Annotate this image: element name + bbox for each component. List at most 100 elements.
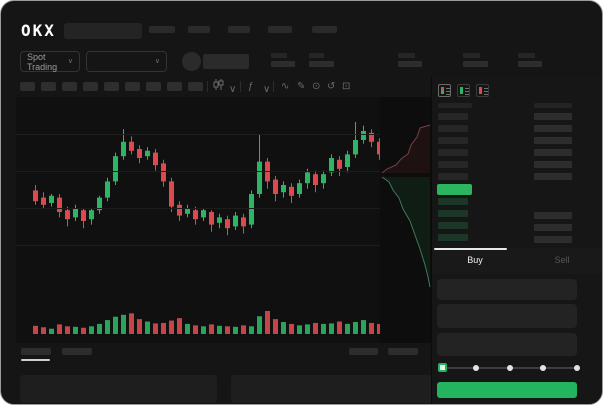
nav-menu-item[interactable] [149,26,175,33]
slider-handle[interactable] [437,363,447,372]
orderbook-view-combined-icon[interactable] [438,84,451,97]
volume-bar [345,323,350,334]
ask-price-placeholder [438,161,468,168]
chevron-down-icon[interactable]: ∨ [229,84,237,95]
timeframe-button[interactable] [41,82,56,91]
ask-amount-placeholder [534,113,572,120]
gridline [16,245,380,246]
ask-price-placeholder [438,149,468,156]
volume-bar [137,319,142,334]
candle-body [57,197,62,212]
candle-body [353,140,358,155]
candle-body [225,219,230,229]
slider-stop-dot[interactable] [574,365,580,371]
volume-bar [177,318,182,334]
timeframe-button[interactable] [20,82,35,91]
ask-amount-placeholder [534,161,572,168]
nav-menu-item[interactable] [312,26,337,33]
order-amount-field[interactable] [437,304,577,328]
volume-bar [153,323,158,334]
depth-fill [382,177,430,287]
ask-price-placeholder [438,125,468,132]
order-total-field[interactable] [437,333,577,356]
active-tab-underline [21,359,50,361]
slider-stop-dot[interactable] [472,365,479,371]
orderbook-col-header-price [438,103,472,108]
candle-body [153,152,158,166]
toolbar-divider [240,81,241,92]
nav-menu-item[interactable] [188,26,210,33]
timeframe-button[interactable] [83,82,98,91]
chart-bottom-action[interactable] [349,348,378,355]
search-input[interactable] [64,23,142,39]
chart-bottom-tab[interactable] [62,348,92,355]
candlestick-chart[interactable] [16,97,390,343]
slider-stop-dot[interactable] [506,365,513,371]
line-tool-icon[interactable]: ∿ [281,81,290,92]
candles-and-volume-plot [33,122,390,334]
volume-bar [81,327,86,334]
bid-amount-placeholder [534,212,572,219]
fullscreen-icon[interactable]: ⊡ [342,81,351,92]
buy-submit-button[interactable] [437,382,577,398]
nav-menu-item[interactable] [228,26,250,33]
orderbook-view-asks-icon[interactable] [476,84,489,97]
volume-bar [145,321,150,334]
volume-bar [313,322,318,334]
timeframe-button[interactable] [146,82,161,91]
timeframe-button[interactable] [62,82,77,91]
candle-body [209,212,214,225]
slider-stop-dot[interactable] [540,365,547,371]
tab-sell[interactable]: Sell [554,255,570,265]
reset-chart-icon[interactable]: ↺ [327,81,336,92]
candle-body [313,174,318,185]
order-price-field[interactable] [437,279,577,300]
volume-bar [265,310,270,334]
timeframe-button[interactable] [188,82,203,91]
volume-bar [273,319,278,334]
chart-bottom-tab-active[interactable] [21,348,51,355]
ticker-stat [463,53,489,67]
bid-price-placeholder [438,210,468,217]
tab-buy[interactable]: Buy [467,255,483,265]
volume-bar [185,323,190,334]
volume-bar [201,326,206,334]
candle-body [129,141,134,151]
timeframe-button[interactable] [167,82,182,91]
volume-bar [57,324,62,334]
pair-selector-dropdown[interactable]: ∨ [86,51,167,72]
market-type-dropdown[interactable]: Spot Trading ∨ [20,51,80,72]
orderbook-view-bids-icon[interactable] [457,84,470,97]
screenshot-icon[interactable]: ⊙ [312,81,321,92]
candle-body [177,204,182,216]
volume-bar [353,322,358,334]
indicators-icon[interactable]: ƒ [248,81,254,92]
chart-bottom-action[interactable] [388,348,418,355]
active-tab-indicator [434,248,507,250]
volume-bar [121,314,126,334]
chevron-down-icon[interactable]: ∨ [263,84,271,95]
last-price-badge [437,184,472,195]
bid-amount-placeholder [534,236,572,243]
candle-body [169,181,174,207]
gridline [16,134,380,135]
timeframe-button[interactable] [104,82,119,91]
volume-bar [129,313,134,334]
candle-body [273,179,278,194]
ask-amount-placeholder [534,173,572,180]
volume-bar [65,326,70,334]
timeframe-button[interactable] [125,82,140,91]
ticker-stat [398,53,424,67]
bottom-panel-placeholder [231,375,432,403]
candle-body [89,210,94,220]
volume-bar [33,325,38,334]
nav-menu-item[interactable] [268,26,292,33]
pair-name-placeholder [203,54,249,69]
ticker-stat [271,53,297,67]
volume-bar [321,323,326,334]
ticker-stat [309,53,335,67]
draw-tool-icon[interactable]: ✎ [297,81,306,92]
candle-style-icon[interactable] [213,79,224,95]
depth-fill [382,125,430,173]
